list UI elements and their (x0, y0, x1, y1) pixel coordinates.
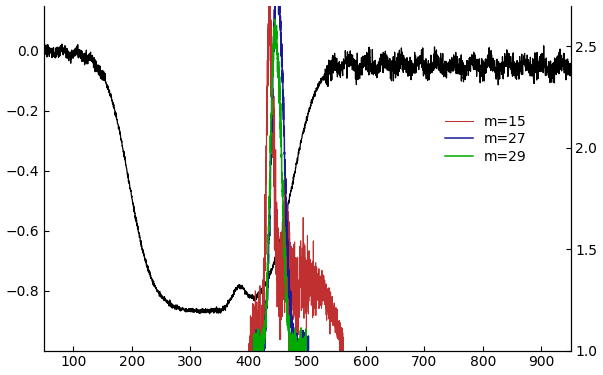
m=15 (321, 295, 328, 300)
m=15 (245, 355, 253, 359)
m=15 (319, 296, 326, 300)
m=29 (274, 57, 281, 62)
m=29 (250, 352, 257, 356)
m=27 (275, 0, 282, 5)
m=27 (252, 358, 259, 363)
m=27 (305, 347, 312, 352)
m=27 (260, 342, 267, 346)
Line: m=29: m=29 (253, 20, 306, 361)
Line: m=27: m=27 (253, 0, 309, 361)
m=29 (250, 358, 257, 363)
m=29 (259, 348, 267, 352)
m=29 (303, 346, 310, 351)
m=27 (282, 207, 289, 212)
m=15 (283, 240, 291, 244)
Line: m=15: m=15 (249, 0, 344, 361)
Legend: m=15, m=27, m=29: m=15, m=27, m=29 (440, 109, 532, 169)
m=29 (289, 345, 297, 350)
m=15 (311, 284, 318, 288)
m=27 (250, 338, 257, 342)
m=15 (287, 281, 294, 285)
m=29 (264, 271, 271, 275)
m=15 (245, 358, 253, 363)
m=15 (255, 318, 262, 323)
m=27 (291, 338, 298, 342)
m=29 (285, 320, 292, 325)
m=15 (340, 337, 347, 342)
m=27 (264, 267, 271, 272)
m=29 (281, 248, 288, 252)
m=29 (271, 17, 279, 22)
m=27 (287, 316, 294, 320)
